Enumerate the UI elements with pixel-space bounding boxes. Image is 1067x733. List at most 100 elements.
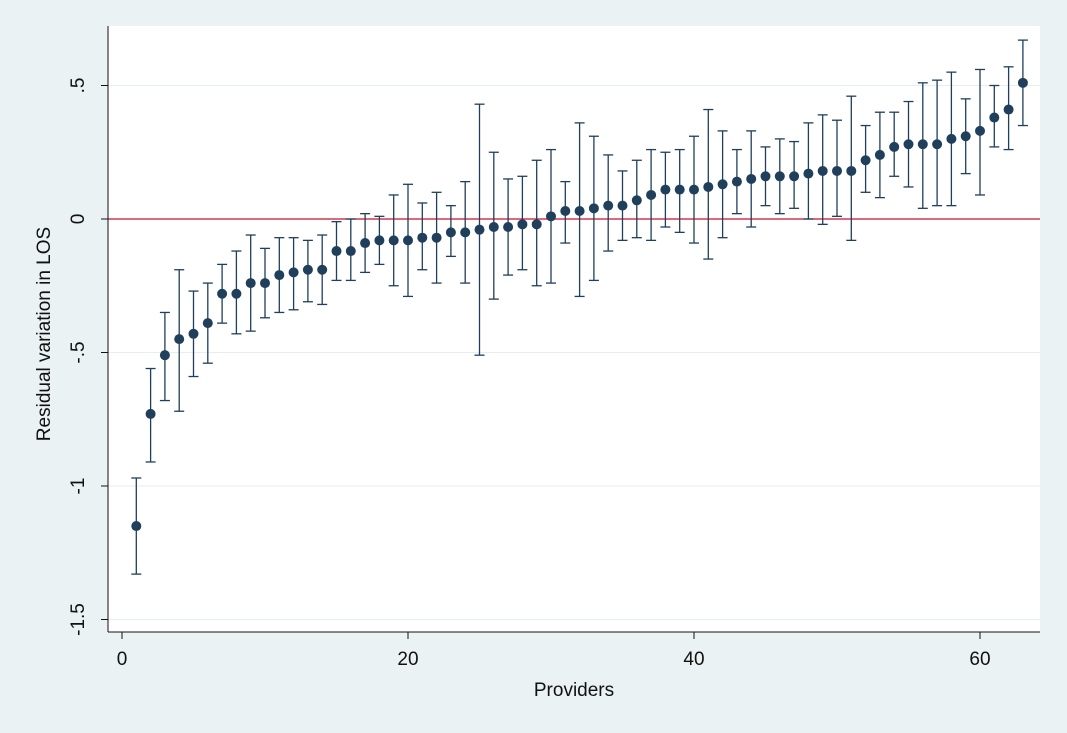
provider-estimate <box>417 202 428 271</box>
provider-estimate <box>674 148 685 234</box>
provider-estimate <box>960 98 971 175</box>
provider-estimate <box>445 204 456 258</box>
provider-estimate <box>832 119 842 217</box>
provider-estimate <box>202 282 213 364</box>
point-marker <box>560 205 571 216</box>
point-marker <box>546 211 556 222</box>
provider-estimate <box>588 135 599 282</box>
provider-estimate <box>889 111 900 177</box>
provider-estimate <box>345 218 356 282</box>
point-marker <box>302 264 313 275</box>
provider-estimate <box>531 159 542 287</box>
y-tick-label: 0 <box>68 214 89 225</box>
provider-estimate <box>617 170 628 242</box>
provider-estimate <box>703 108 714 260</box>
point-marker <box>689 184 699 195</box>
point-marker <box>903 139 914 150</box>
point-marker <box>202 318 213 329</box>
point-marker <box>1017 77 1028 88</box>
provider-estimate <box>789 140 800 209</box>
provider-estimate <box>231 250 242 335</box>
point-marker <box>445 227 456 238</box>
provider-estimate <box>689 135 699 244</box>
point-marker <box>588 203 599 214</box>
provider-estimate <box>603 154 614 252</box>
point-marker <box>231 288 242 299</box>
provider-estimate <box>374 215 385 266</box>
provider-estimate <box>302 239 313 303</box>
point-marker <box>789 171 800 182</box>
point-marker <box>889 141 900 152</box>
point-marker <box>989 112 1000 123</box>
provider-estimate <box>560 180 571 244</box>
point-marker <box>846 165 857 176</box>
point-marker <box>917 139 928 150</box>
point-marker <box>946 133 957 144</box>
point-marker <box>817 165 828 176</box>
point-marker <box>503 222 514 233</box>
point-marker <box>960 131 971 142</box>
point-marker <box>603 200 614 211</box>
provider-estimate <box>760 146 771 207</box>
point-marker <box>631 195 642 206</box>
point-marker <box>874 149 885 160</box>
x-tick-label: 0 <box>117 649 128 670</box>
point-marker <box>531 219 542 230</box>
point-marker <box>360 238 371 249</box>
point-marker <box>774 171 785 182</box>
point-marker <box>703 181 714 192</box>
point-marker <box>331 246 342 257</box>
point-marker <box>288 267 299 278</box>
point-marker <box>760 171 771 182</box>
y-tick-label: -.5 <box>68 341 89 363</box>
point-marker <box>674 184 685 195</box>
provider-estimate <box>803 122 814 220</box>
provider-estimate <box>174 269 185 412</box>
point-marker <box>145 408 156 419</box>
x-axis-title: Providers <box>534 680 614 701</box>
point-marker <box>460 227 471 238</box>
provider-estimate <box>731 148 742 215</box>
x-tick-label: 20 <box>397 649 418 670</box>
provider-estimate <box>874 111 885 199</box>
provider-estimate <box>503 178 514 276</box>
point-marker <box>274 270 285 281</box>
point-marker <box>975 125 985 136</box>
point-marker <box>188 328 199 339</box>
point-marker <box>388 235 399 246</box>
axis-ticks: -1.5 -1 -.5 0 .5 0 20 40 60 <box>68 78 991 670</box>
point-marker <box>932 139 943 150</box>
provider-estimate <box>360 213 371 274</box>
provider-estimate <box>1003 66 1014 151</box>
point-marker <box>131 521 142 532</box>
provider-estimate <box>917 82 928 209</box>
point-marker <box>803 168 814 179</box>
provider-estimate <box>403 183 413 298</box>
point-marker <box>159 350 170 361</box>
provider-estimate <box>846 95 857 242</box>
provider-estimate <box>646 148 657 242</box>
provider-estimate <box>388 194 399 287</box>
point-marker <box>417 232 428 243</box>
point-marker <box>260 278 270 289</box>
x-tick-label: 60 <box>969 649 990 670</box>
plot-area <box>108 26 1040 632</box>
point-marker <box>431 232 442 243</box>
provider-estimate <box>774 138 785 215</box>
provider-estimate <box>1017 39 1028 127</box>
data-series <box>131 39 1028 575</box>
provider-estimate <box>946 71 957 207</box>
provider-estimate <box>975 68 985 196</box>
provider-estimate <box>631 159 642 239</box>
provider-estimate <box>245 234 256 332</box>
provider-estimate <box>474 103 485 356</box>
point-marker <box>488 222 499 233</box>
point-marker <box>517 219 528 230</box>
provider-estimate <box>188 290 199 378</box>
point-marker <box>660 184 671 195</box>
provider-estimate <box>159 311 170 402</box>
provider-estimate <box>546 148 556 284</box>
point-marker <box>217 288 228 299</box>
provider-estimate <box>860 124 871 193</box>
provider-estimate <box>431 191 442 284</box>
